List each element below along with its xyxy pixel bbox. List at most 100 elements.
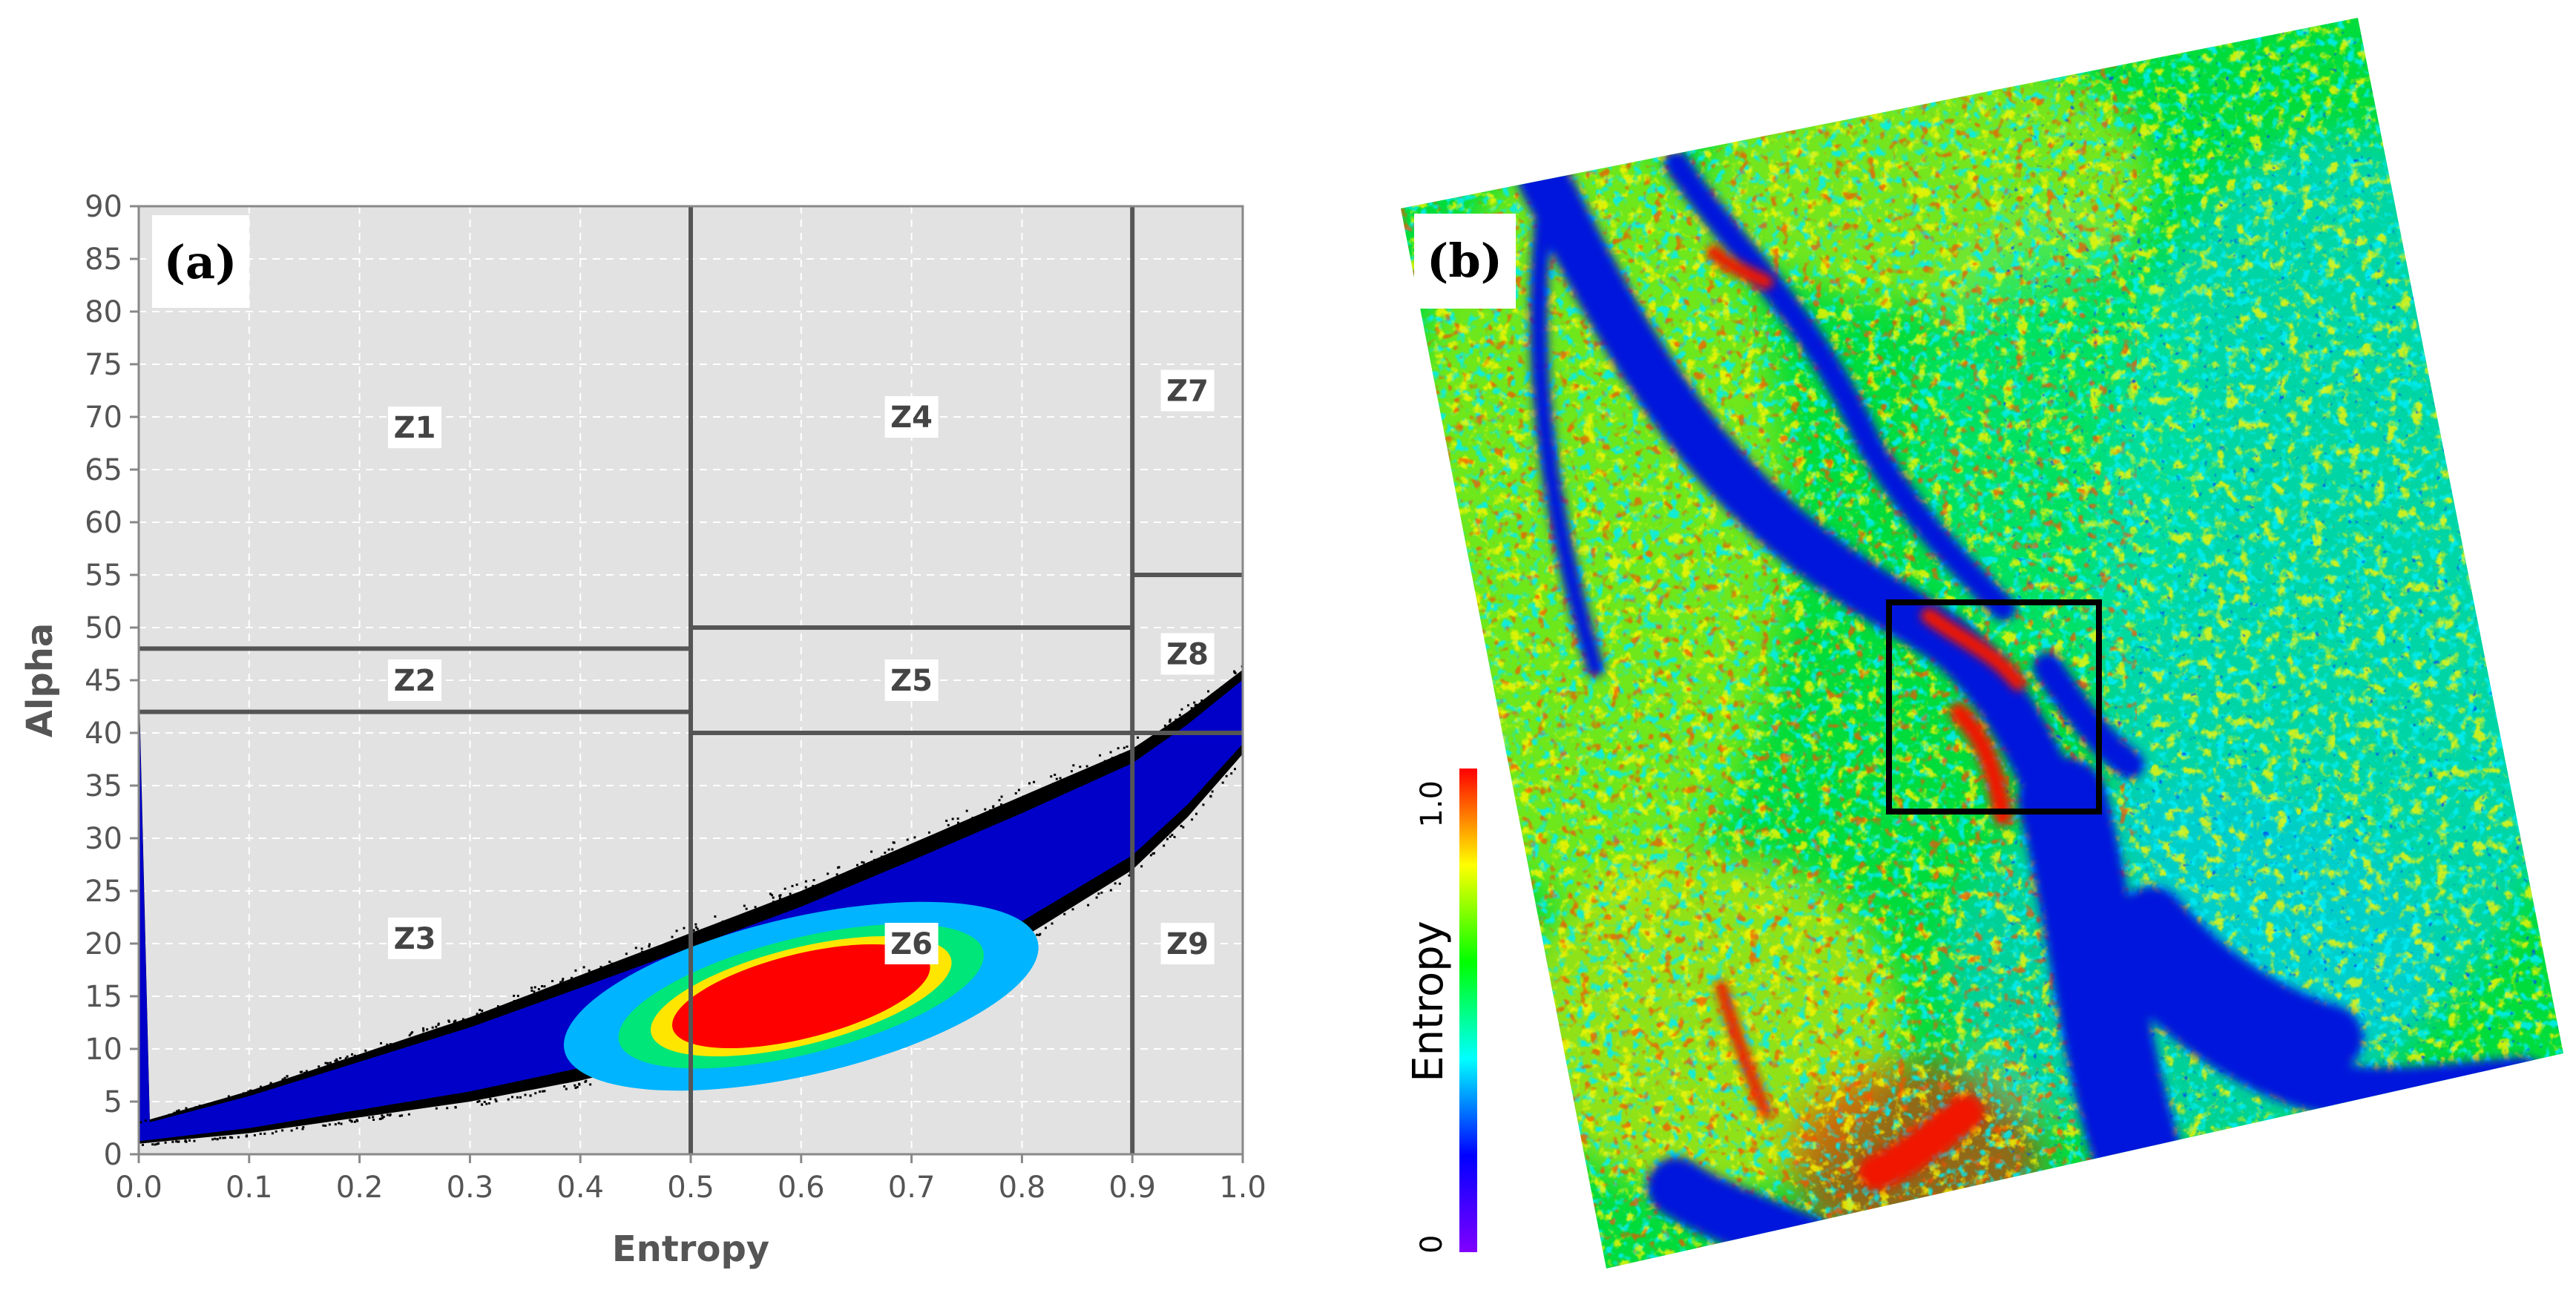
y-axis-ticks: 0 5 10 15 20 25 30 35 40 45 50 55 60 65 70 75 80 85 90 [85,190,139,1172]
scatter-point [389,1043,392,1046]
scatter-point [530,989,533,992]
scatter-point [998,799,1001,802]
zone-label-z8: Z8 [1166,638,1209,672]
scatter-point [714,915,717,918]
scatter-point [789,892,792,895]
scatter-point [582,966,585,969]
scatter-point [1194,704,1197,707]
scatter-point [447,1020,450,1023]
scatter-point [1163,844,1166,847]
scatter-point [1149,854,1152,857]
scatter-point [516,1096,519,1099]
scatter-point [1079,766,1082,769]
scatter-point [1180,708,1183,711]
scatter-point [965,809,968,812]
scatter-point [1114,882,1117,885]
scatter-point [891,848,894,851]
zone-label-box [1160,369,1215,412]
scatter-point [175,1140,178,1143]
scatter-point [422,1032,425,1035]
scatter-point [335,1058,338,1061]
scatter-point [144,1119,147,1122]
scatter-point [495,1100,498,1103]
y-axis-label: Alpha [19,623,61,738]
scatter-point [487,1102,490,1105]
scatter-point [1033,780,1036,783]
scatter-point [511,1096,514,1099]
scatter-point [271,1132,274,1135]
scatter-point [873,858,876,861]
scatter-point [578,1082,581,1085]
scatter-point [1163,724,1166,727]
scatter-point [1109,751,1112,754]
scatter-point [229,1136,232,1139]
scatter-point [692,929,695,932]
scatter-point [906,838,909,841]
scatter-point [1171,834,1174,837]
scatter-point [1211,790,1214,793]
scatter-point [171,1140,174,1143]
scatter-point [223,1136,226,1139]
scatter-point [151,1143,154,1146]
density-band-blue [139,679,1243,1142]
scatter-point [1118,882,1121,885]
scatter-point [1000,795,1003,798]
scatter-point [401,1114,404,1117]
zone-boundaries [139,206,1243,1154]
scatter-point [422,1029,425,1032]
scatter-point [856,863,859,866]
scatter-point [1070,770,1073,773]
scatter-point [482,1012,484,1015]
scatter-point [1111,757,1114,760]
scatter-point [559,981,562,984]
scatter-point [328,1123,331,1126]
scatter-point [599,965,602,968]
scatter-point [743,904,746,907]
scatter-point [640,950,643,953]
scatter-point [283,1079,286,1082]
scatter-point [382,1116,385,1119]
scatter-point [1044,927,1047,929]
zone-label-z6: Z6 [890,927,933,961]
scatter-point [611,962,614,965]
zone-label-z4: Z4 [890,401,933,435]
scatter-point [318,1065,321,1068]
scatter-point [576,1085,579,1088]
scatter-point [494,1098,497,1101]
scatter-point [1103,760,1106,763]
colorbar-min-label: 0 [1415,1235,1449,1254]
scatter-point [1014,792,1017,794]
scatter-point [772,901,775,904]
scatter-point [247,1090,250,1093]
scatter-point [476,1100,479,1103]
scatter-point [1022,795,1025,798]
y-tick-label: 80 [85,295,122,329]
scatter-point [481,1010,484,1013]
scatter-point [286,1075,289,1078]
scatter-point [490,1009,493,1012]
scatter-point [588,969,591,972]
scatter-point [989,809,992,812]
scatter-point [489,1098,492,1101]
scatter-point [164,1141,167,1144]
scatter-point [887,848,890,851]
scatter-point [252,1090,254,1093]
scatter-point [588,971,591,974]
scatter-point [529,1094,532,1097]
scatter-point [1071,908,1074,911]
scatter-point [194,1106,197,1109]
panel-b-label-box [1414,214,1516,309]
scatter-point [791,884,794,887]
zone-label-z9: Z9 [1166,927,1209,961]
scatter-point [574,969,577,972]
scatter-point [1180,824,1183,827]
scatter-point [541,984,544,987]
scatter-point [329,1062,332,1064]
scatter-point [1211,693,1214,696]
scatter-point [1202,803,1205,806]
scatter-point [835,873,838,876]
scatter-point [1225,774,1228,777]
scatter-point [350,1120,353,1123]
scatter-point [1072,764,1075,767]
